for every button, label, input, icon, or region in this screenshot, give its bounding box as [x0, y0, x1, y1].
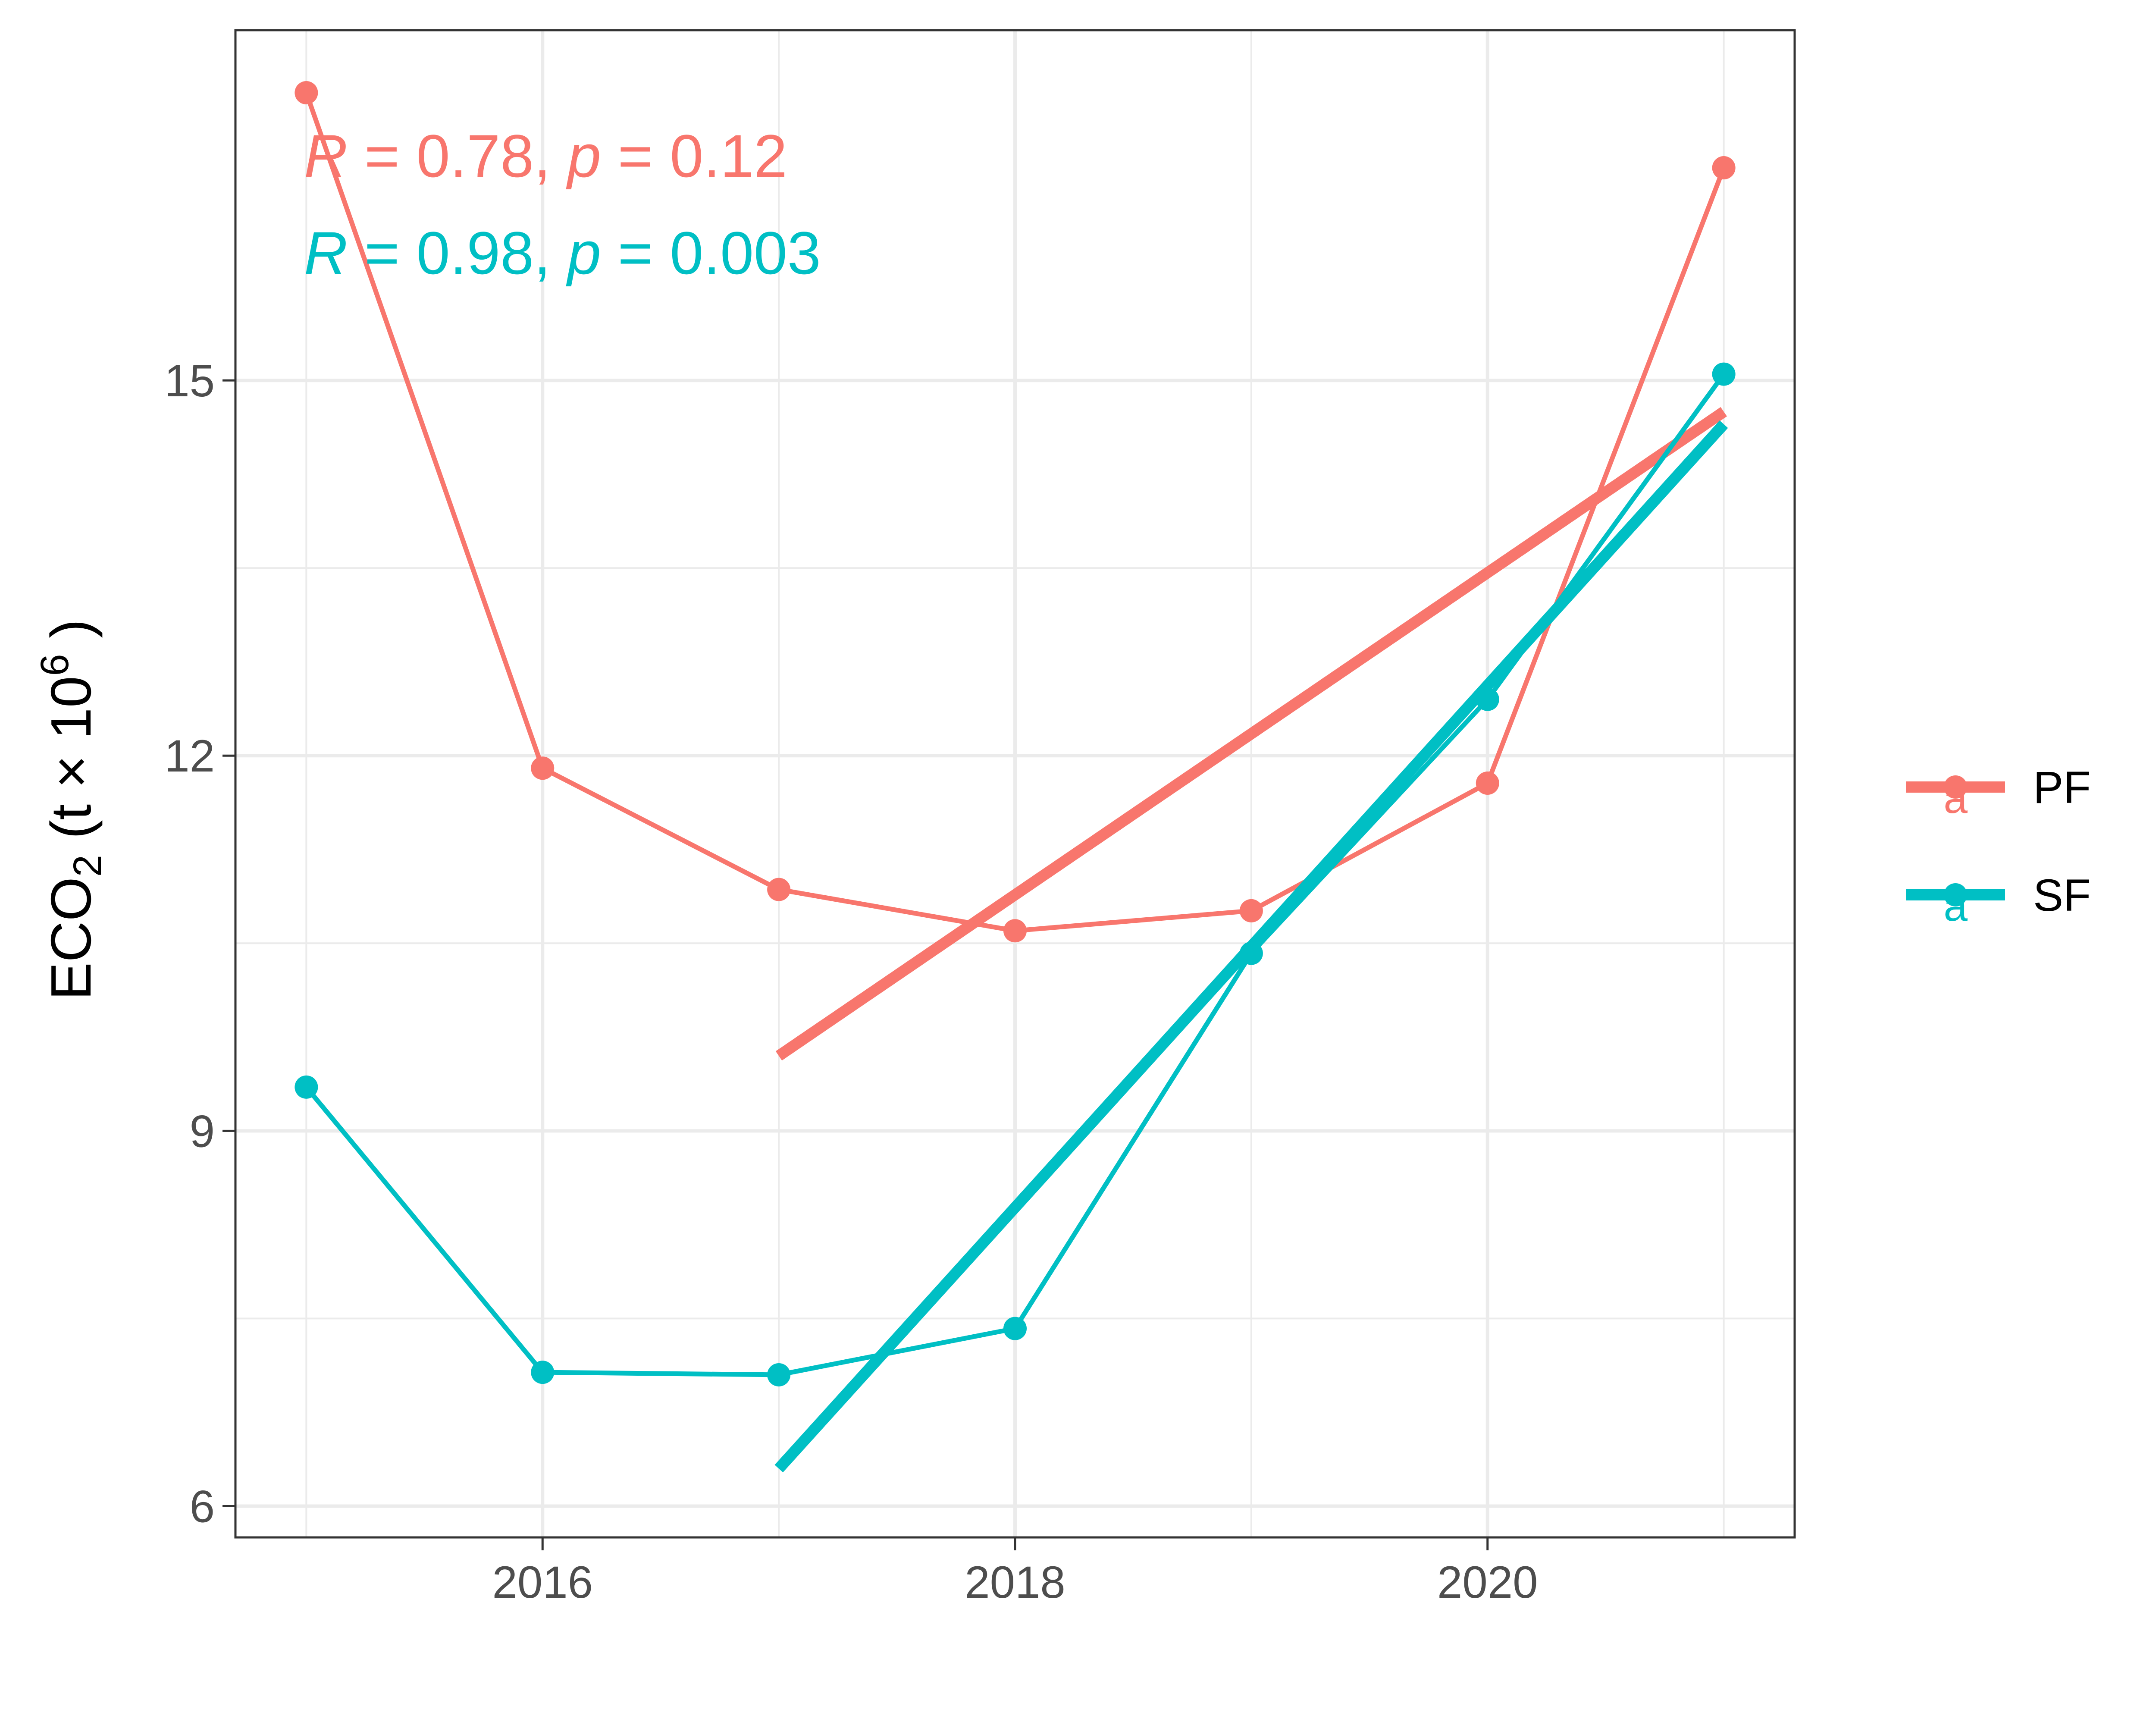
legend-key-point — [1944, 883, 1967, 906]
annotation-r-value: = 0.98, — [348, 219, 567, 287]
data-point-sf — [1003, 1317, 1027, 1340]
legend-key-glyph: a — [1943, 882, 1968, 930]
data-point-sf — [531, 1361, 555, 1384]
y-axis-title-subscript: 2 — [66, 855, 110, 877]
data-point-pf — [1712, 156, 1736, 180]
correlation-annotation-pf: R = 0.78, p = 0.12 — [304, 122, 787, 190]
y-tick-label: 15 — [164, 356, 215, 406]
y-tick-label: 12 — [164, 731, 215, 781]
annotation-r-value: = 0.78, — [348, 122, 567, 190]
correlation-annotation-sf: R = 0.98, p = 0.003 — [304, 219, 821, 287]
y-tick-label: 9 — [190, 1106, 215, 1157]
data-point-pf — [1003, 919, 1027, 943]
legend-key-glyph: a — [1943, 774, 1968, 822]
x-tick-label: 2020 — [1437, 1557, 1538, 1608]
y-axis-title-unit-close: ) — [39, 619, 103, 654]
annotation-p-value: = 0.003 — [601, 219, 821, 287]
annotation-r-symbol: R — [304, 219, 348, 287]
x-tick-label: 2016 — [492, 1557, 593, 1608]
annotations: R = 0.78, p = 0.12R = 0.98, p = 0.003 — [304, 122, 821, 287]
x-tick-label: 2018 — [965, 1557, 1065, 1608]
y-axis-title: ECO2 (t × 106 ) — [33, 619, 110, 1000]
data-point-pf — [767, 878, 791, 901]
series-layer — [295, 81, 1736, 1473]
series-pf — [295, 81, 1736, 1061]
legend-label: SF — [2033, 870, 2091, 921]
axis-ticks: 6 9 12 15 2016 2018 2020 — [164, 356, 1538, 1608]
y-axis-title-base: ECO — [39, 877, 103, 1000]
annotation-p-symbol: p — [566, 122, 601, 190]
data-point-pf — [1476, 772, 1499, 795]
trend-line-pf — [775, 407, 1727, 1061]
y-axis-title-superscript: 6 — [33, 654, 77, 676]
legend: a PF a SF — [1906, 762, 2091, 930]
legend-item-pf: a PF — [1906, 762, 2091, 822]
legend-item-sf: a SF — [1906, 870, 2091, 930]
data-point-pf — [1239, 899, 1263, 922]
data-point-sf — [295, 1075, 318, 1099]
data-point-sf — [1712, 362, 1736, 386]
annotation-p-value: = 0.12 — [601, 122, 787, 190]
y-axis-title-unit: (t × 10 — [39, 676, 103, 855]
annotation-p-symbol: p — [566, 219, 601, 287]
data-point-sf — [1476, 687, 1499, 711]
legend-key-point — [1944, 775, 1967, 799]
series-sf — [295, 362, 1736, 1473]
annotation-r-symbol: R — [304, 122, 348, 190]
legend-label: PF — [2033, 762, 2091, 813]
data-point-sf — [767, 1363, 791, 1386]
data-point-sf — [1239, 941, 1263, 965]
y-tick-label: 6 — [190, 1481, 215, 1532]
data-point-pf — [295, 81, 318, 105]
data-point-pf — [531, 756, 555, 780]
